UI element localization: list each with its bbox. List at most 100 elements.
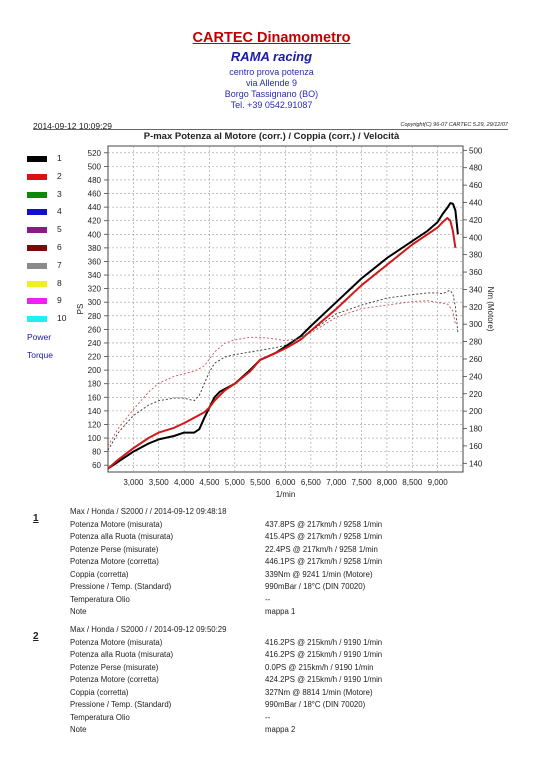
legend-label: 10 — [57, 313, 67, 324]
timestamp: 2014-09-12 10:09:29 — [33, 121, 112, 131]
x-tick-label: 6,500 — [301, 478, 322, 487]
y-left-tick-label: 400 — [88, 230, 102, 239]
run-row-value: 22.4PS @ 217km/h / 9258 1/min — [265, 544, 378, 554]
run-row-label: Note — [70, 607, 87, 616]
run-row-label: Potenza alla Ruota (misurata) — [70, 650, 174, 659]
legend-swatch — [27, 156, 47, 162]
y-right-tick-label: 420 — [469, 216, 483, 225]
x-axis-label: 1/min — [276, 490, 296, 499]
run-row-value: 990mBar / 18°C (DIN 70020) — [265, 700, 366, 709]
chart-title: P-max Potenza al Motore (corr.) / Coppia… — [143, 131, 400, 142]
run-row-value: -- — [265, 594, 271, 604]
series-torque-line-2 — [107, 300, 456, 447]
run-row-label: Pressione / Temp. (Standard) — [70, 700, 172, 709]
legend-label: 5 — [57, 224, 62, 235]
x-tick-label: 5,500 — [250, 478, 271, 487]
x-tick-label: 7,000 — [326, 478, 347, 487]
series-power-line-1 — [107, 202, 459, 470]
y-right-tick-label: 440 — [469, 199, 483, 208]
run-row-label: Coppia (corretta) — [70, 569, 129, 579]
y-right-tick-label: 340 — [469, 285, 483, 294]
y-left-tick-label: 220 — [88, 353, 102, 362]
y-left-tick-label: 200 — [88, 366, 102, 375]
series-power-line-2 — [107, 217, 457, 470]
y-right-tick-label: 460 — [469, 181, 483, 190]
legend-swatch — [27, 262, 47, 269]
y-right-tick-label: 160 — [469, 442, 483, 451]
run-row-value: 327Nm @ 8814 1/min (Motore) — [265, 687, 373, 697]
y-right-tick-label: 320 — [469, 303, 483, 312]
legend-swatch — [27, 173, 47, 180]
separator-line — [33, 129, 508, 130]
y-left-tick-label: 480 — [88, 176, 102, 185]
run-row-value: 416.2PS @ 215km/h / 9190 1/min — [265, 650, 383, 659]
y-left-tick-label: 420 — [88, 217, 102, 226]
run-row-value: 0.0PS @ 215km/h / 9190 1/min — [265, 662, 374, 672]
y-left-tick-label: 120 — [88, 420, 102, 429]
y-right-tick-label: 180 — [469, 425, 483, 434]
legend-swatch — [27, 245, 47, 251]
legend-swatch — [27, 227, 47, 234]
y-right-tick-label: 240 — [469, 372, 483, 381]
y-left-tick-label: 340 — [88, 271, 102, 280]
run-row-label: Potenza Motore (misurata) — [70, 519, 163, 529]
y-left-tick-label: 80 — [92, 448, 101, 457]
y-right-tick-label: 360 — [469, 268, 483, 277]
x-tick-label: 3,000 — [123, 478, 144, 487]
y-right-tick-label: 280 — [469, 338, 483, 347]
address-line: Borgo Tassignano (BO) — [224, 89, 319, 99]
y-right-axis-label: Nm (Motore) — [486, 287, 495, 332]
legend-label: 3 — [57, 188, 62, 199]
dyno-chart: 3,000 3,500 4,000 4,500 5,000 5,500 6,000 6,500… — [76, 145, 495, 499]
address-line: centro prova potenza — [229, 67, 314, 77]
legend-label: 6 — [57, 242, 62, 252]
legend-label: 9 — [57, 295, 62, 306]
legend-label: 7 — [57, 259, 62, 270]
run-row-label: Temperatura Olio — [70, 712, 130, 722]
run-row-value: 424.2PS @ 215km/h / 9190 1/min — [265, 675, 383, 684]
x-tick-label: 5,000 — [225, 478, 246, 487]
run-row-label: Potenza Motore (misurata) — [70, 637, 163, 647]
legend-label: 8 — [57, 277, 62, 288]
legend-label: 4 — [57, 206, 62, 217]
y-left-tick-label: 160 — [88, 393, 102, 402]
y-left-tick-label: 100 — [88, 434, 102, 443]
y-right-tick-label: 480 — [469, 164, 483, 173]
legend-swatch — [27, 280, 47, 287]
legend-swatch — [27, 209, 47, 216]
x-tick-label: 8,500 — [402, 478, 423, 487]
y-left-tick-label: 60 — [92, 461, 101, 470]
legend-swatch — [27, 298, 47, 305]
run-row-label: Note — [70, 725, 87, 734]
copyright: Copyright(C) 96-07 CARTEC 5.29, 29/12/07 — [400, 122, 508, 128]
legend-swatch — [27, 316, 47, 323]
run-row-value: -- — [265, 712, 271, 722]
legend-label: 2 — [57, 170, 62, 181]
run-number: 2 — [33, 631, 39, 642]
run-row-label: Potenza Motore (corretta) — [70, 675, 159, 684]
y-right-tick-label: 200 — [469, 407, 483, 416]
y-left-tick-label: 280 — [88, 312, 102, 321]
run-row-value: mappa 2 — [265, 725, 296, 734]
series-torque-line-1 — [107, 289, 459, 451]
y-left-tick-label: 460 — [88, 190, 102, 199]
app-title: CARTEC Dinamometro — [192, 30, 351, 46]
run-row-label: Potenza alla Ruota (misurata) — [70, 532, 174, 541]
y-right-tick-label: 500 — [469, 146, 483, 155]
run-row-label: Temperatura Olio — [70, 594, 130, 604]
y-left-tick-label: 360 — [88, 257, 102, 266]
run-header: Max / Honda / S2000 / / 2014-09-12 09:50… — [70, 625, 227, 634]
legend-label: 1 — [57, 153, 62, 163]
legend-power-label: Power — [27, 332, 52, 342]
y-left-axis-label: PS — [76, 304, 85, 315]
y-left-tick-label: 140 — [88, 407, 102, 416]
y-left-tick-label: 260 — [88, 325, 102, 334]
run-number: 1 — [33, 513, 39, 524]
run-row-value: 437.8PS @ 217km/h / 9258 1/min — [265, 519, 383, 529]
address-line: via Allende 9 — [245, 78, 298, 88]
company-name: RAMA racing — [230, 49, 313, 64]
y-left-tick-label: 180 — [88, 380, 102, 389]
y-left-tick-label: 300 — [88, 298, 102, 307]
x-tick-label: 9,000 — [428, 478, 449, 487]
y-left-tick-label: 320 — [88, 285, 102, 294]
